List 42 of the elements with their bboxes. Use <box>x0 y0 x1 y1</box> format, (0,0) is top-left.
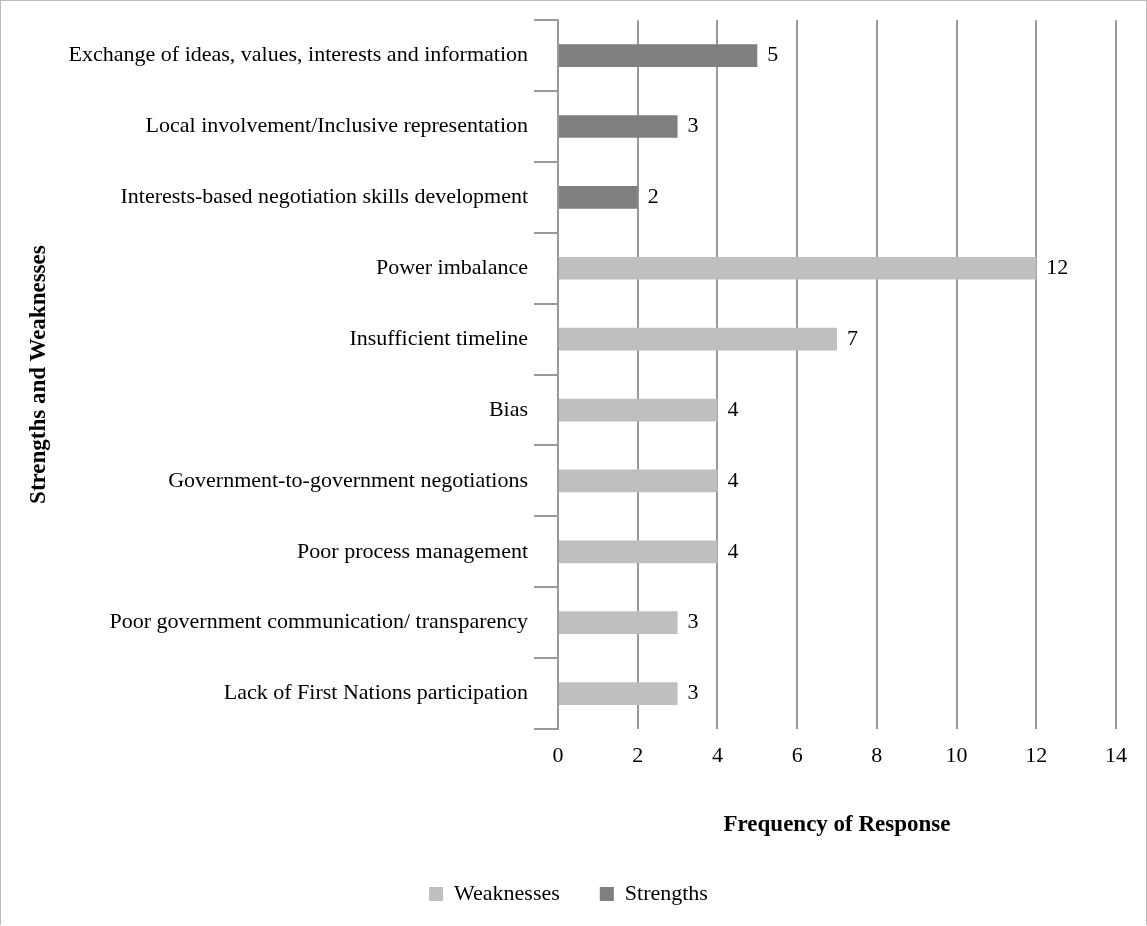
data-label: 4 <box>727 537 739 563</box>
x-axis-title: Frequency of Response <box>723 811 951 837</box>
bar <box>559 256 1037 280</box>
data-label: 3 <box>687 112 699 138</box>
data-label: 7 <box>847 324 859 350</box>
x-tick-label: 6 <box>791 741 803 767</box>
y-tick-label: Interests-based negotiation skills development <box>120 183 529 209</box>
data-label: 5 <box>767 41 779 67</box>
x-tick-label: 0 <box>552 741 564 767</box>
x-tick-label: 8 <box>871 741 883 767</box>
bar <box>559 115 678 138</box>
y-axis-title: Strengths and Weaknesses <box>24 245 50 504</box>
legend-label: Weaknesses <box>454 879 560 905</box>
bar <box>559 469 718 493</box>
x-tick-label: 2 <box>632 741 644 767</box>
y-tick-label: Lack of First Nations participation <box>223 679 529 705</box>
y-tick-label: Local involvement/Inclusive representation <box>145 112 529 138</box>
y-tick-label: Power imbalance <box>375 254 529 280</box>
y-tick-label: Government-to-government negotiations <box>168 466 529 492</box>
y-tick-label: Insufficient timeline <box>349 324 529 350</box>
legend-label: Strengths <box>624 879 708 905</box>
y-tick-label: Exchange of ideas, values, interests and information <box>68 41 529 67</box>
data-label: 3 <box>687 608 699 634</box>
data-label: 3 <box>687 679 699 705</box>
x-tick-label: 10 <box>945 741 968 767</box>
data-label: 4 <box>727 395 739 421</box>
data-label: 12 <box>1046 254 1069 280</box>
bar <box>559 398 718 422</box>
x-tick-label: 14 <box>1105 741 1127 767</box>
y-tick-label: Poor process management <box>297 537 529 563</box>
x-tick-label: 4 <box>711 741 723 767</box>
data-label: 4 <box>727 466 739 492</box>
bar <box>559 44 758 67</box>
bar <box>559 186 638 209</box>
x-tick-label: 12 <box>1025 741 1048 767</box>
bar <box>559 611 678 635</box>
data-label: 2 <box>647 183 659 209</box>
bar <box>559 540 718 564</box>
y-tick-label: Bias <box>488 395 529 421</box>
y-tick-label: Poor government communication/ transparency <box>109 608 529 634</box>
bar <box>559 327 838 351</box>
bar <box>559 682 678 705</box>
